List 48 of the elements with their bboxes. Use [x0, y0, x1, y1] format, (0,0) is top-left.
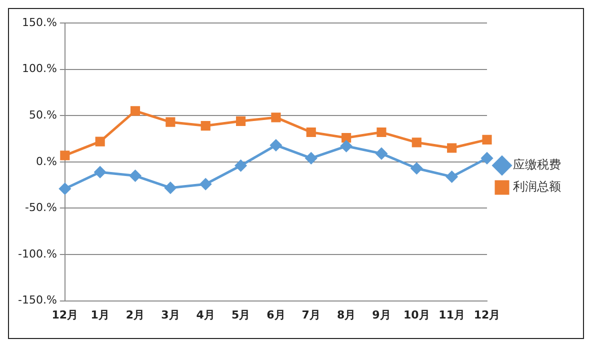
x-tick-label: 8月: [336, 308, 356, 322]
point: [94, 166, 106, 178]
point: [410, 162, 422, 174]
y-tick-label: -150.%: [18, 294, 57, 307]
x-tick-label: 9月: [372, 308, 391, 322]
y-tick-label: 100.%: [22, 62, 57, 76]
x-tick-label: 12月: [52, 308, 78, 322]
x-tick-label: 12月: [474, 308, 500, 322]
y-tick-label: -100.%: [18, 247, 57, 260]
point: [164, 182, 176, 194]
x-tick-label: 11月: [438, 308, 465, 322]
point: [60, 150, 70, 160]
point: [130, 170, 142, 182]
x-tick-label: 3月: [161, 308, 180, 322]
point: [271, 112, 281, 122]
point: [376, 127, 386, 138]
point: [200, 121, 210, 131]
point: [166, 117, 176, 127]
point: [235, 160, 247, 172]
x-tick-label: 10月: [403, 308, 430, 322]
y-tick-label: 0.%: [36, 154, 57, 168]
point: [482, 134, 492, 144]
point: [412, 138, 422, 148]
point: [270, 139, 282, 151]
x-tick-label: 5月: [231, 308, 250, 322]
x-tick-label: 4月: [196, 308, 215, 322]
point: [59, 183, 71, 195]
x-tick-label: 6月: [266, 308, 286, 322]
point: [95, 136, 105, 146]
point: [340, 140, 352, 152]
x-tick-label: 2月: [126, 308, 145, 322]
x-tick-label: 7月: [302, 308, 320, 322]
point: [376, 148, 388, 160]
y-tick-label: -50.%: [24, 201, 57, 214]
point: [236, 116, 246, 126]
x-tick-label: 1月: [90, 308, 110, 322]
point: [342, 133, 352, 143]
point: [200, 178, 212, 190]
point: [447, 143, 457, 153]
point: [305, 152, 317, 164]
point: [130, 106, 140, 116]
point: [306, 127, 316, 138]
point: [446, 170, 458, 182]
legend-label: 利润总额: [513, 180, 561, 194]
y-tick-label: 150.%: [22, 16, 57, 29]
y-tick-label: 50.%: [28, 108, 57, 122]
legend-label: 应缴税费: [513, 158, 561, 172]
point: [481, 152, 493, 164]
